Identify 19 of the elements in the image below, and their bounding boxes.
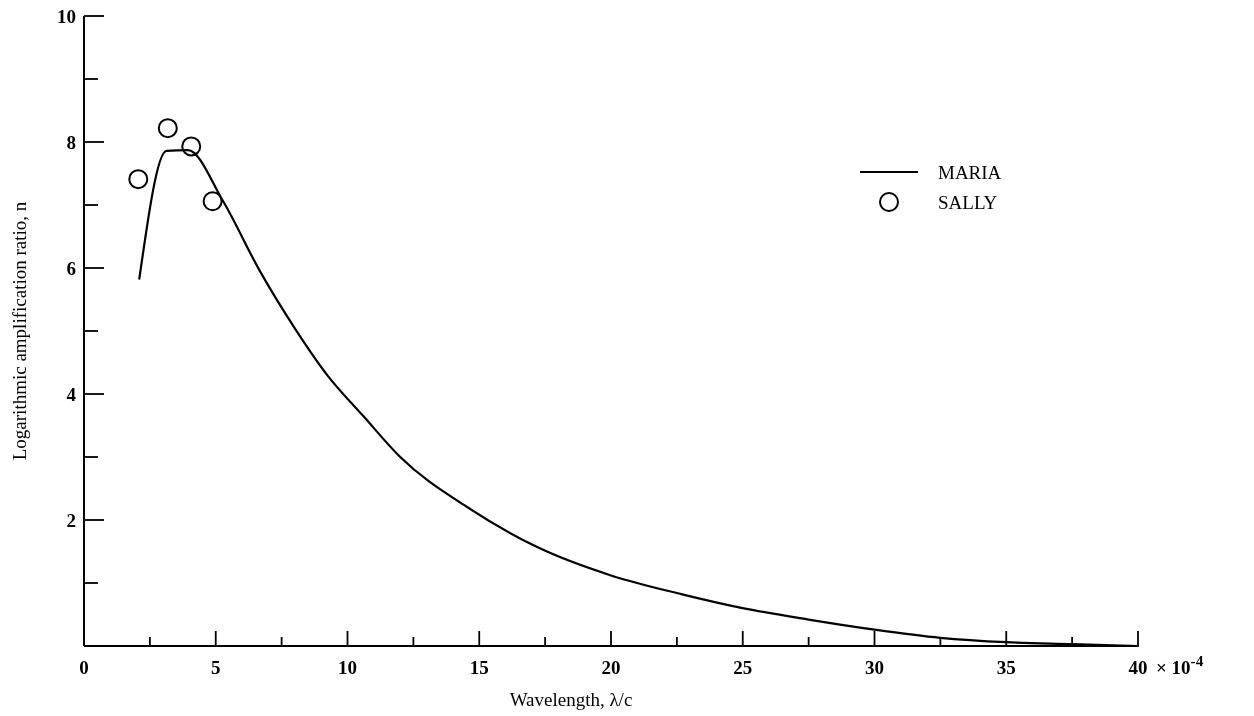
x-tick-label: 25 <box>733 657 753 678</box>
x-tick-label: 40 <box>1128 657 1148 678</box>
legend-label: MARIA <box>938 161 1002 183</box>
legend-label: SALLY <box>938 191 998 213</box>
y-tick-label: 6 <box>66 257 76 279</box>
y-tick-label: 4 <box>66 383 77 405</box>
text: × 10$^{-4}$ <box>1156 651 1204 678</box>
x-tick-label: 10 <box>338 657 357 678</box>
x-tick-label: 30 <box>865 657 884 678</box>
x-axis-title: Wavelength, λ/c <box>509 689 633 710</box>
x-tick-label: 15 <box>469 657 489 678</box>
x-tick-label: 20 <box>601 657 621 678</box>
x-tick-label: 0 <box>79 657 89 678</box>
y-tick-label: 2 <box>66 509 76 531</box>
y-tick-label: 8 <box>66 131 76 153</box>
y-axis-title: Logarithmic amplification ratio, n <box>9 201 30 461</box>
y-tick-label: 10 <box>57 5 76 27</box>
x-tick-label: 5 <box>211 657 221 678</box>
x-tick-label: 35 <box>996 657 1016 678</box>
